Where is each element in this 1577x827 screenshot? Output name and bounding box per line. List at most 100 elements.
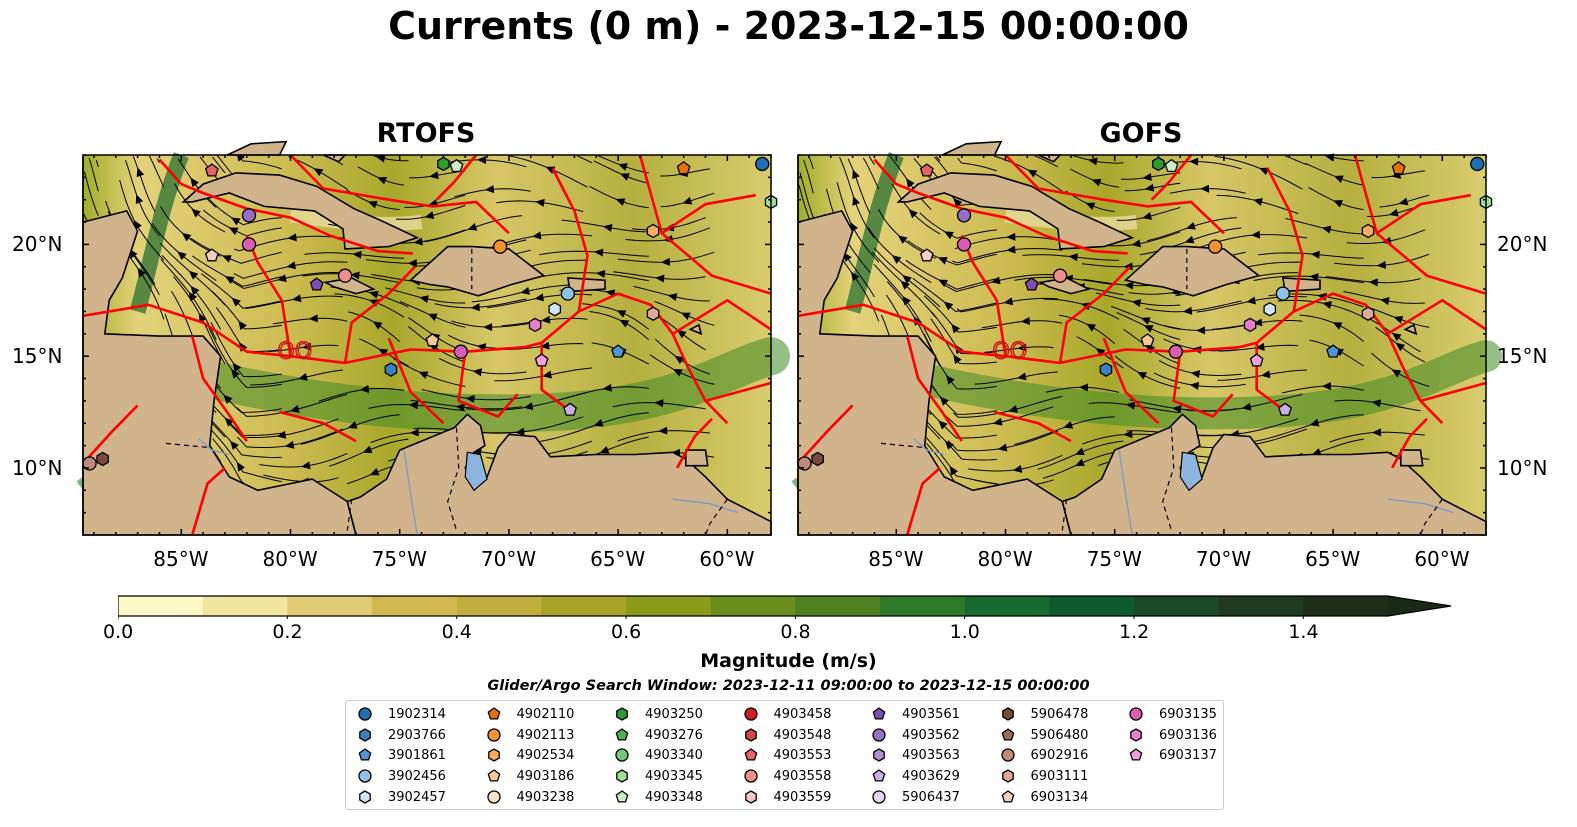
hexagon-marker-icon (487, 748, 500, 763)
eez-line (1353, 154, 1487, 295)
lat-tick-label-left: 20°N (12, 232, 63, 257)
land-centralam (82, 155, 358, 536)
eez-line (638, 154, 772, 295)
streamline-arrow (658, 426, 668, 435)
streamline-arrow (1189, 157, 1199, 166)
streamline-arrow (523, 402, 534, 411)
legend-label: 4903548 (773, 727, 832, 743)
streamline (868, 156, 875, 166)
streamline-arrow (191, 208, 201, 218)
float-1902314 (755, 156, 770, 172)
pentagon-marker-icon (1129, 748, 1143, 761)
streamline-arrow (1259, 167, 1270, 176)
streamline-arrow (188, 291, 198, 302)
streamline-arrow (1142, 212, 1152, 220)
streamline-arrow (198, 312, 207, 323)
streamline-arrow (943, 301, 954, 311)
circle-marker-icon (615, 748, 629, 763)
colorbar-segment (1049, 596, 1135, 616)
streamline-arrow (238, 320, 247, 331)
eez-line (905, 335, 963, 442)
legend-label: 4903238 (516, 789, 575, 805)
figure-title: Currents (0 m) - 2023-12-15 00:00:00 (388, 4, 1189, 48)
lon-tick-label: 70°W (480, 547, 537, 571)
float-4903558 (1052, 268, 1068, 283)
border-venezuela-guyana (1419, 498, 1443, 536)
eez-line (1150, 154, 1193, 201)
float-4902534 (1361, 223, 1375, 239)
caribbean-current-jet (140, 337, 790, 433)
streamline-arrow (655, 274, 665, 283)
streamline-arrow (455, 403, 465, 412)
streamline-arrow (369, 467, 380, 476)
streamline-arrow (682, 196, 693, 205)
streamline-arrow (535, 198, 545, 207)
border-nicaragua-costarica (165, 442, 212, 449)
float-4903348 (1164, 158, 1179, 173)
streamline-arrow (1063, 421, 1074, 429)
streamline-arrow (599, 446, 610, 454)
streamline-arrow (850, 271, 860, 282)
legend-label: 4903276 (645, 727, 703, 743)
streamline-arrow (367, 200, 378, 209)
streamline-arrow (1068, 253, 1078, 262)
legend-label: 4903562 (902, 727, 960, 743)
streamline (83, 171, 99, 216)
streamline-arrow (352, 250, 362, 259)
circle-marker-icon (358, 769, 372, 783)
legend-label: 4902113 (516, 727, 575, 743)
map-ticks (83, 154, 772, 535)
eez-glyph: OO (277, 339, 312, 364)
eez-line (905, 466, 941, 536)
legend-label: 4903561 (902, 707, 960, 722)
eez-line (457, 351, 519, 418)
float-6903136 (1243, 317, 1257, 333)
land-florida (941, 140, 1003, 156)
streamline-arrow (284, 440, 295, 449)
lon-tick-label: 60°W (1414, 547, 1470, 571)
land-hispaniola (1123, 245, 1261, 297)
colorbar-segment (372, 596, 458, 616)
streamline-arrow (223, 394, 233, 404)
land-trinidad (1399, 449, 1424, 467)
streamline-arrow (520, 286, 530, 295)
streamline-arrow (302, 342, 312, 351)
colorbar-segment (456, 596, 542, 616)
streamline-arrow (852, 195, 860, 206)
streamline-arrow (465, 394, 475, 403)
streamline-arrow (418, 371, 429, 379)
streamline-arrow (1091, 178, 1102, 187)
eez-line (705, 381, 772, 403)
streamline-arrow (137, 267, 146, 278)
eez-glyph: OO (992, 339, 1027, 364)
streamline-arrow (897, 235, 908, 244)
float-4903250 (1152, 156, 1165, 172)
rivers (198, 438, 739, 536)
float-2903766 (384, 362, 398, 377)
streamline-arrow (1123, 262, 1133, 271)
lake-maracaibo (1179, 451, 1203, 492)
legend-label: 6902916 (1030, 748, 1089, 764)
colorbar-segment (880, 596, 966, 616)
streamline-arrow (660, 257, 671, 266)
streamline-arrow (619, 319, 630, 328)
streamline-arrow (953, 354, 962, 365)
streamline-arrow (1184, 235, 1195, 244)
land-trinidad (684, 449, 709, 467)
lat-tick-label-right: 10°N (1497, 455, 1548, 480)
streamline-arrow (1131, 299, 1142, 308)
streamline-arrow (369, 299, 379, 307)
legend-label: 6903134 (1030, 789, 1089, 805)
streamline-arrow (1074, 458, 1085, 467)
float-4902113 (1208, 239, 1223, 254)
streamline-arrow (616, 310, 627, 318)
streamline-arrow (419, 295, 429, 304)
streamline (803, 159, 814, 194)
eez-line (387, 337, 445, 425)
river (913, 438, 945, 456)
streamline-arrow (177, 251, 187, 261)
float-6903135 (453, 344, 469, 359)
streamline-arrow (1140, 317, 1151, 325)
legend-label: 4903629 (902, 769, 960, 785)
legend-label: 5906480 (1030, 727, 1089, 743)
